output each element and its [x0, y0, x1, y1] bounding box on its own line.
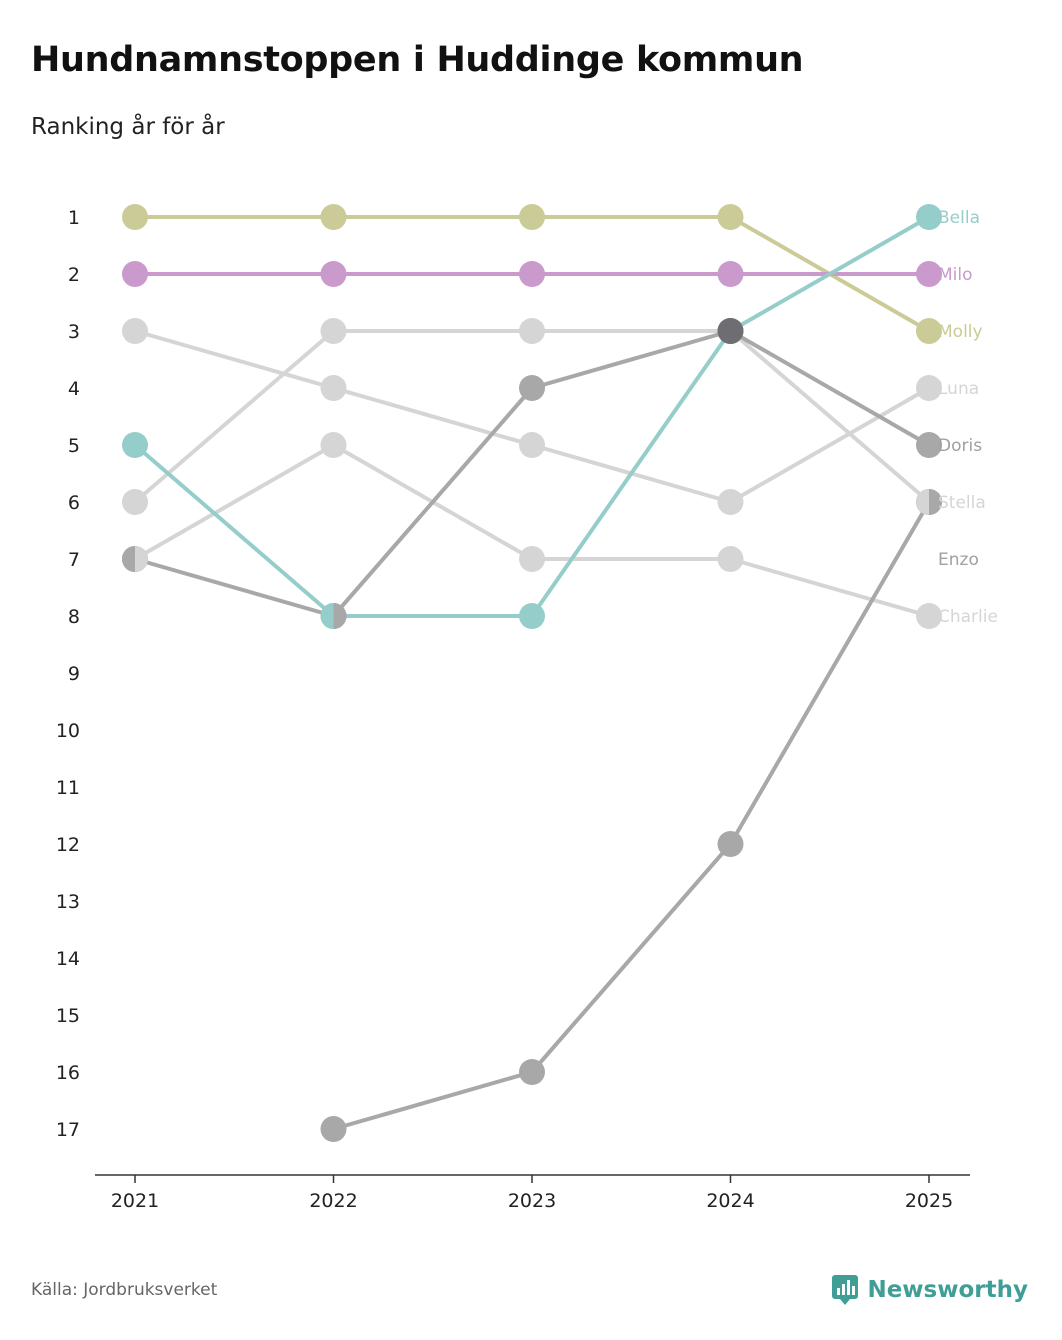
y-tick-label: 9: [68, 663, 80, 685]
y-tick-label: 4: [68, 378, 80, 400]
series-points: [122, 204, 942, 1142]
point-doris-2023: [519, 375, 545, 401]
end-label-bella: Bella: [938, 208, 980, 228]
x-tick-label: 2025: [905, 1190, 953, 1212]
point-luna-2021: [122, 318, 148, 344]
series-line-charlie: [133, 443, 931, 618]
x-tick-label: 2021: [111, 1190, 159, 1212]
point-doris-2025: [916, 432, 942, 458]
split-point-left: [122, 546, 135, 572]
point-molly-2025: [916, 318, 942, 344]
point-milo-2024: [717, 261, 744, 287]
split-point-left: [320, 603, 334, 629]
chart-title: Hundnamnstoppen i Huddinge kommun: [31, 40, 804, 80]
end-labels: Bella Milo Molly Luna Doris Stella Enzo Charlie: [938, 208, 998, 627]
point-luna-2022: [320, 375, 347, 401]
series-lines: [133, 215, 931, 1131]
series-line-luna: [133, 329, 931, 504]
point-luna-2025: [916, 375, 942, 401]
point-milo-2021: [122, 261, 148, 287]
y-tick-label: 15: [56, 1005, 80, 1027]
point-enzo-2023: [519, 1059, 545, 1085]
point-milo-2022: [320, 261, 347, 287]
end-label-stella: Stella: [938, 493, 986, 513]
chart-subtitle: Ranking år för år: [31, 114, 225, 140]
end-label-charlie: Charlie: [938, 607, 998, 627]
y-tick-label: 12: [56, 834, 80, 856]
y-tick-label: 17: [56, 1119, 80, 1141]
point-highlight-2024: [717, 318, 744, 344]
split-point-right: [929, 489, 942, 515]
y-tick-label: 5: [68, 435, 80, 457]
end-label-enzo: Enzo: [938, 550, 979, 570]
x-tick-label: 2023: [508, 1190, 556, 1212]
point-charlie-2025: [916, 603, 942, 629]
series-line-doris: [133, 329, 931, 618]
y-tick-label: 3: [68, 321, 80, 343]
end-label-luna: Luna: [938, 379, 979, 399]
point-bella-2021: [122, 432, 148, 458]
point-stella-2022: [320, 318, 347, 344]
y-tick-label: 6: [68, 492, 80, 514]
point-luna-2023: [519, 432, 545, 458]
point-milo-2023: [519, 261, 545, 287]
end-label-doris: Doris: [938, 436, 982, 456]
point-molly-2022: [320, 204, 347, 230]
source-note: Källa: Jordbruksverket: [31, 1280, 218, 1300]
brand-logo[interactable]: Newsworthy: [831, 1274, 1028, 1306]
y-tick-label: 1: [68, 207, 80, 229]
point-luna-2024: [717, 489, 744, 515]
newsworthy-logo-icon: [832, 1275, 859, 1305]
y-tick-label: 16: [56, 1062, 80, 1084]
point-milo-2025: [916, 261, 942, 287]
x-tick-label: 2024: [706, 1190, 754, 1212]
point-enzo-2024: [717, 831, 744, 857]
end-label-milo: Milo: [938, 265, 973, 285]
series-line-enzo: [331, 500, 931, 1131]
x-axis: 2021 2022 2023 2024 2025: [111, 1175, 953, 1212]
brand-name: Newsworthy: [867, 1277, 1028, 1303]
point-charlie-2023: [519, 546, 545, 572]
point-charlie-2024: [717, 546, 744, 572]
point-bella-2025: [916, 204, 942, 230]
split-point-right: [333, 603, 347, 629]
point-enzo-2022: [320, 1116, 347, 1142]
point-molly-2023: [519, 204, 545, 230]
end-label-molly: Molly: [938, 322, 983, 342]
y-tick-label: 8: [68, 606, 80, 628]
x-tick-label: 2022: [309, 1190, 357, 1212]
series-line-stella: [133, 329, 931, 504]
y-tick-label: 14: [56, 948, 80, 970]
point-molly-2024: [717, 204, 744, 230]
point-stella-2021: [122, 489, 148, 515]
split-point-left: [916, 489, 929, 515]
split-point-right: [135, 546, 148, 572]
y-tick-label: 11: [56, 777, 80, 799]
y-tick-label: 2: [68, 264, 80, 286]
point-stella-2023: [519, 318, 545, 344]
y-tick-label: 7: [68, 549, 80, 571]
y-tick-label: 13: [56, 891, 80, 913]
point-charlie-2022: [320, 432, 347, 458]
point-molly-2021: [122, 204, 148, 230]
y-tick-label: 10: [56, 720, 80, 742]
point-bella-2023: [519, 603, 545, 629]
